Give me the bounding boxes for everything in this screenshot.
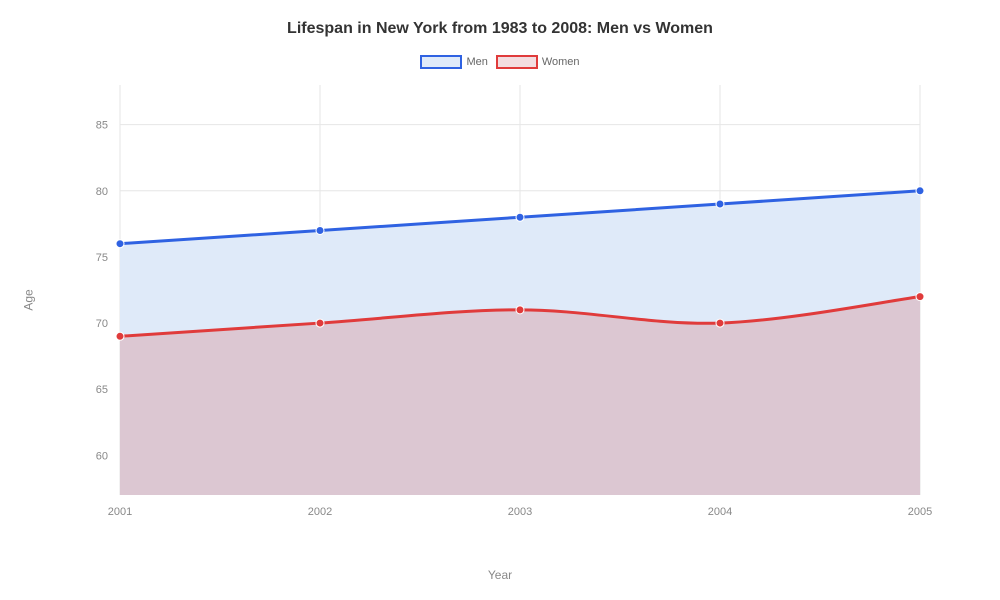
x-tick-label: 2004 bbox=[708, 506, 732, 518]
chart-svg: 60 65 70 75 80 85 2001 2002 2003 2004 2005 bbox=[70, 85, 970, 530]
legend-item-women[interactable]: Women bbox=[496, 55, 580, 69]
y-tick-label: 60 bbox=[96, 450, 108, 462]
chart-container: Lifespan in New York from 1983 to 2008: … bbox=[0, 0, 1000, 600]
legend-swatch bbox=[420, 55, 462, 69]
data-point-women[interactable] bbox=[116, 332, 124, 340]
y-tick-label: 80 bbox=[96, 186, 108, 198]
chart-title: Lifespan in New York from 1983 to 2008: … bbox=[0, 20, 1000, 38]
y-axis-title: Age bbox=[22, 289, 36, 310]
data-point-women[interactable] bbox=[516, 306, 524, 314]
data-point-women[interactable] bbox=[316, 319, 324, 327]
legend-label: Women bbox=[542, 56, 580, 68]
data-point-men[interactable] bbox=[316, 226, 324, 234]
legend-label: Men bbox=[466, 56, 487, 68]
data-point-men[interactable] bbox=[116, 240, 124, 248]
data-point-men[interactable] bbox=[716, 200, 724, 208]
y-tick-label: 70 bbox=[96, 318, 108, 330]
y-tick-label: 85 bbox=[96, 120, 108, 132]
data-point-women[interactable] bbox=[916, 293, 924, 301]
y-tick-label: 75 bbox=[96, 252, 108, 264]
x-tick-label: 2002 bbox=[308, 506, 332, 518]
legend-swatch bbox=[496, 55, 538, 69]
data-point-women[interactable] bbox=[716, 319, 724, 327]
x-axis-title: Year bbox=[0, 568, 1000, 582]
data-point-men[interactable] bbox=[516, 213, 524, 221]
data-point-men[interactable] bbox=[916, 187, 924, 195]
x-tick-label: 2003 bbox=[508, 506, 532, 518]
legend-item-men[interactable]: Men bbox=[420, 55, 487, 69]
plot-area: 60 65 70 75 80 85 2001 2002 2003 2004 2005 bbox=[70, 85, 970, 530]
x-tick-label: 2005 bbox=[908, 506, 932, 518]
legend: Men Women bbox=[0, 55, 1000, 69]
x-tick-label: 2001 bbox=[108, 506, 132, 518]
y-tick-label: 65 bbox=[96, 384, 108, 396]
